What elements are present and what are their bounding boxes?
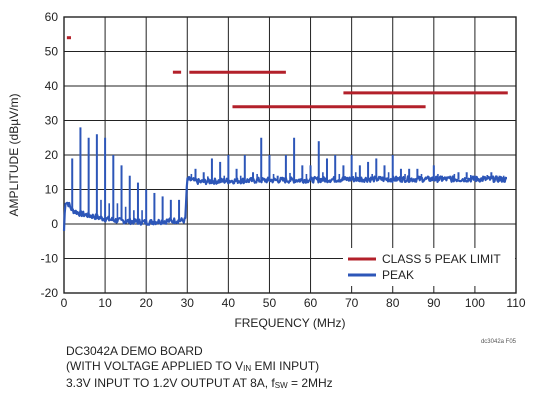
caption-line-1: DC3042A DEMO BOARD [66,344,203,358]
x-tick-label: 30 [181,296,195,310]
y-tick-label: 40 [45,79,59,93]
x-axis-label: FREQUENCY (MHz) [234,316,345,330]
x-tick-label: 0 [61,296,68,310]
x-tick-label: 80 [386,296,400,310]
y-tick-label: 60 [45,10,59,24]
x-tick-label: 70 [345,296,359,310]
y-tick-label: 0 [51,217,58,231]
caption-line-2: (WITH VOLTAGE APPLIED TO VIN EMI INPUT) [66,359,320,373]
caption-line-3: 3.3V INPUT TO 1.2V OUTPUT AT 8A, fSW = 2… [66,376,333,390]
x-tick-label: 60 [304,296,318,310]
x-tick-label: 110 [506,296,525,310]
x-tick-label: 10 [98,296,112,310]
emi-chart: 0 10 20 30 40 50 60 70 80 90 100 110 -20 -10 0 10 20 30 40… [7,10,526,345]
y-tick-label: 10 [45,183,59,197]
legend-limit-label: CLASS 5 PEAK LIMIT [382,252,501,266]
x-tick-label: 50 [263,296,277,310]
x-tick-label: 20 [140,296,154,310]
legend: CLASS 5 PEAK LIMIT PEAK [348,252,501,282]
y-tick-label: -20 [41,286,59,300]
series-peak [62,127,508,231]
x-tick-label: 40 [222,296,236,310]
y-tick-label: -10 [41,252,59,266]
x-tick-label: 100 [465,296,485,310]
plot-frame [63,16,517,294]
y-tick-label: 50 [45,45,59,59]
y-tick-label: 30 [45,114,59,128]
legend-background [343,248,515,286]
tick-labels: 0 10 20 30 40 50 60 70 80 90 100 110 -20 -10 0 10 20 30 40… [41,10,526,310]
legend-peak-label: PEAK [382,268,414,282]
series-class5-limit [66,36,508,109]
peak-trace [62,175,508,231]
figure-id: dc3042a F05 [481,339,517,345]
y-tick-label: 20 [45,148,59,162]
caption: DC3042A DEMO BOARD (WITH VOLTAGE APPLIED… [66,344,333,393]
y-axis-label: AMPLITUDE (dBµV/m) [7,94,21,217]
x-tick-label: 90 [427,296,441,310]
